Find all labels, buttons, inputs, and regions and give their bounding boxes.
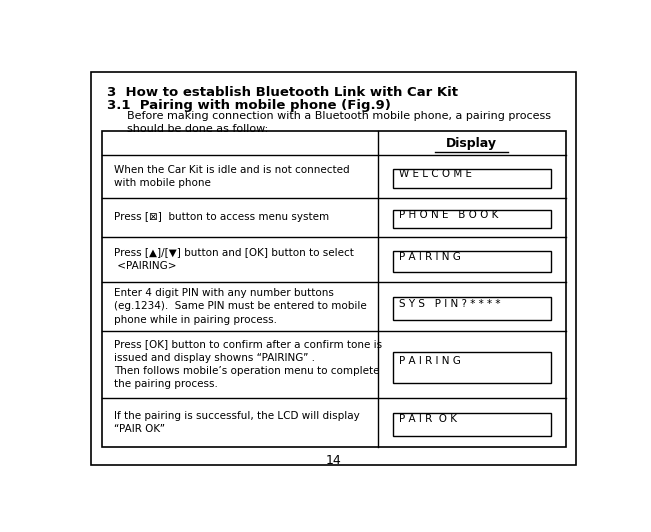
Text: P H O N E   B O O K: P H O N E B O O K — [399, 210, 498, 220]
Bar — [102, 131, 566, 447]
Bar — [393, 413, 551, 436]
Text: P A I R  O K: P A I R O K — [399, 414, 457, 425]
Text: Before making connection with a Bluetooth mobile phone, a pairing process
should: Before making connection with a Bluetoot… — [127, 111, 551, 134]
Bar — [393, 169, 551, 188]
Text: Press [OK] button to confirm after a confirm tone is
issued and display showns “: Press [OK] button to confirm after a con… — [114, 339, 382, 389]
FancyBboxPatch shape — [91, 72, 575, 466]
Text: When the Car Kit is idle and is not connected
with mobile phone: When the Car Kit is idle and is not conn… — [114, 165, 350, 188]
Text: Press [⊠]  button to access menu system: Press [⊠] button to access menu system — [114, 212, 329, 222]
Text: P A I R I N G: P A I R I N G — [399, 252, 461, 262]
Text: Display: Display — [446, 137, 497, 149]
Text: 3  How to establish Bluetooth Link with Car Kit: 3 How to establish Bluetooth Link with C… — [107, 86, 458, 99]
Bar — [393, 210, 551, 228]
Bar — [393, 251, 551, 271]
Bar — [393, 297, 551, 320]
Text: Press [▲]/[▼] button and [OK] button to select
 <PAIRING>: Press [▲]/[▼] button and [OK] button to … — [114, 247, 354, 271]
Text: W E L C O M E: W E L C O M E — [399, 169, 472, 179]
Text: 3.1  Pairing with mobile phone (Fig.9): 3.1 Pairing with mobile phone (Fig.9) — [107, 98, 391, 112]
Text: S Y S   P I N ? * * * *: S Y S P I N ? * * * * — [399, 298, 501, 309]
Text: Enter 4 digit PIN with any number buttons
(eg.1234).  Same PIN must be entered t: Enter 4 digit PIN with any number button… — [114, 288, 367, 325]
Text: 14: 14 — [326, 454, 342, 467]
Text: If the pairing is successful, the LCD will display
“PAIR OK”: If the pairing is successful, the LCD wi… — [114, 411, 360, 434]
Text: P A I R I N G: P A I R I N G — [399, 355, 461, 365]
Bar — [393, 352, 551, 383]
